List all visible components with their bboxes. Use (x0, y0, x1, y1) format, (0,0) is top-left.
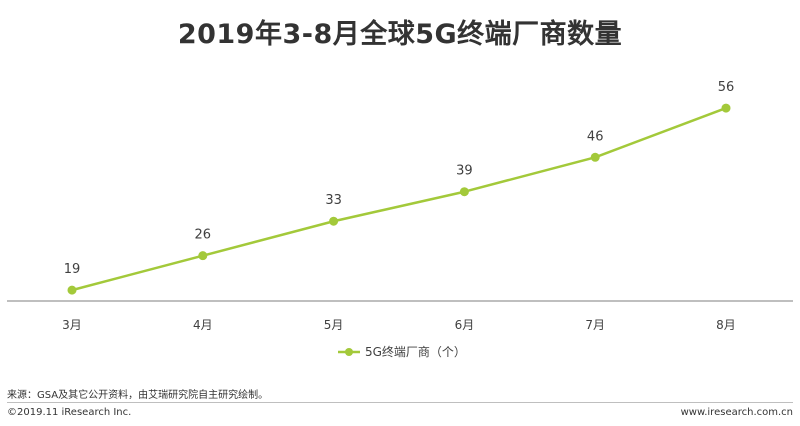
legend-label: 5G终端厂商（个） (365, 344, 466, 359)
x-tick-label: 4月 (193, 318, 213, 332)
data-point (459, 187, 469, 197)
data-label: 56 (718, 80, 735, 95)
website-text: www.iresearch.com.cn (680, 407, 793, 418)
series-line (71, 106, 727, 292)
data-label: 26 (195, 228, 212, 243)
x-tick-label: 6月 (455, 318, 475, 332)
x-tick-label: 7月 (585, 318, 605, 332)
x-tick-label: 8月 (716, 318, 736, 332)
chart-title: 2019年3-8月全球5G终端厂商数量 (177, 19, 623, 50)
data-label: 33 (325, 193, 342, 208)
legend-swatch-marker (345, 348, 353, 356)
copyright-text: ©2019.11 iResearch Inc. (7, 407, 132, 418)
data-point (198, 251, 208, 261)
data-label: 46 (587, 129, 604, 144)
legend: 5G终端厂商（个） (338, 344, 466, 359)
data-label: 39 (456, 164, 473, 179)
data-point (590, 152, 600, 162)
data-point (721, 103, 731, 113)
data-point (329, 216, 339, 226)
source-note: 来源：GSA及其它公开资料，由艾瑞研究院自主研究绘制。 (7, 390, 269, 401)
plot-area: 19 26 33 39 46 56 (64, 80, 735, 295)
footer-divider (7, 402, 793, 403)
data-point (67, 285, 77, 295)
x-tick-label: 3月 (62, 318, 82, 332)
x-tick-label: 5月 (324, 318, 344, 332)
x-axis: 3月 4月 5月 6月 7月 8月 (7, 300, 793, 332)
data-label: 19 (64, 262, 81, 277)
